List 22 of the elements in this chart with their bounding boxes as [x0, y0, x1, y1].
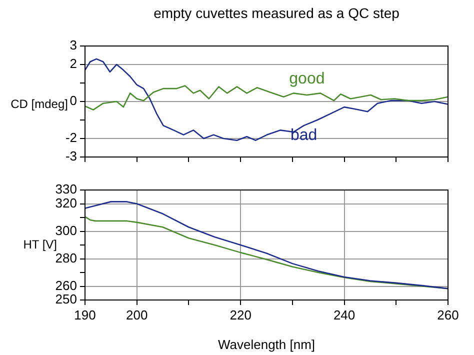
- y-tick-label: 280: [55, 250, 77, 266]
- y-tick-label: 250: [55, 292, 77, 307]
- y-axis-title: HT [V]: [23, 237, 57, 252]
- x-axis-title: Wavelength [nm]: [218, 336, 316, 352]
- y-tick-label: 2: [70, 56, 77, 72]
- y-axis-title: CD [mdeg]: [10, 96, 68, 111]
- x-tick-label: 260: [437, 307, 459, 322]
- y-tick-label: 300: [55, 222, 77, 238]
- y-tick-label: 330: [55, 182, 77, 197]
- x-tick-label: 190: [74, 307, 96, 322]
- chart-title: empty cuvettes measured as a QC step: [154, 4, 400, 21]
- y-tick-label: 320: [55, 195, 77, 210]
- x-tick-label: 240: [333, 307, 356, 322]
- y-tick-label: 3: [70, 38, 77, 53]
- series-label: bad: [290, 126, 318, 144]
- x-tick-label: 220: [230, 307, 252, 322]
- y-tick-label: 0: [70, 93, 77, 108]
- y-tick-label: -3: [65, 148, 77, 164]
- series-label: good: [289, 70, 325, 88]
- y-tick-label: 260: [55, 278, 77, 293]
- y-tick-label: -2: [65, 130, 77, 146]
- x-tick-label: 200: [126, 307, 148, 322]
